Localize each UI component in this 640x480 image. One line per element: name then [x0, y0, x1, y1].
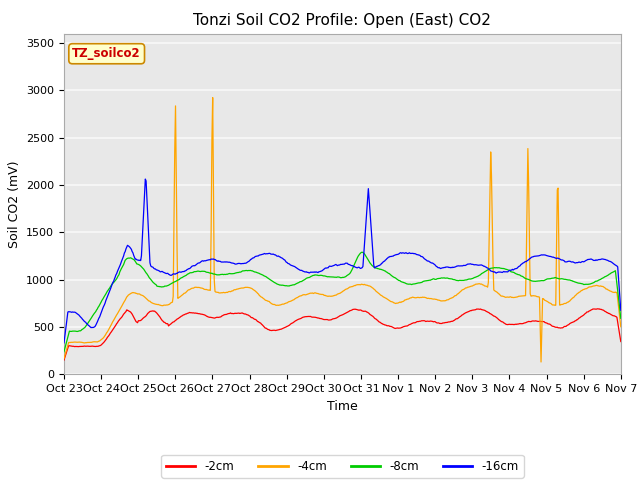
Text: TZ_soilco2: TZ_soilco2 — [72, 47, 141, 60]
Y-axis label: Soil CO2 (mV): Soil CO2 (mV) — [8, 160, 20, 248]
Title: Tonzi Soil CO2 Profile: Open (East) CO2: Tonzi Soil CO2 Profile: Open (East) CO2 — [193, 13, 492, 28]
X-axis label: Time: Time — [327, 400, 358, 413]
Legend: -2cm, -4cm, -8cm, -16cm: -2cm, -4cm, -8cm, -16cm — [161, 455, 524, 478]
